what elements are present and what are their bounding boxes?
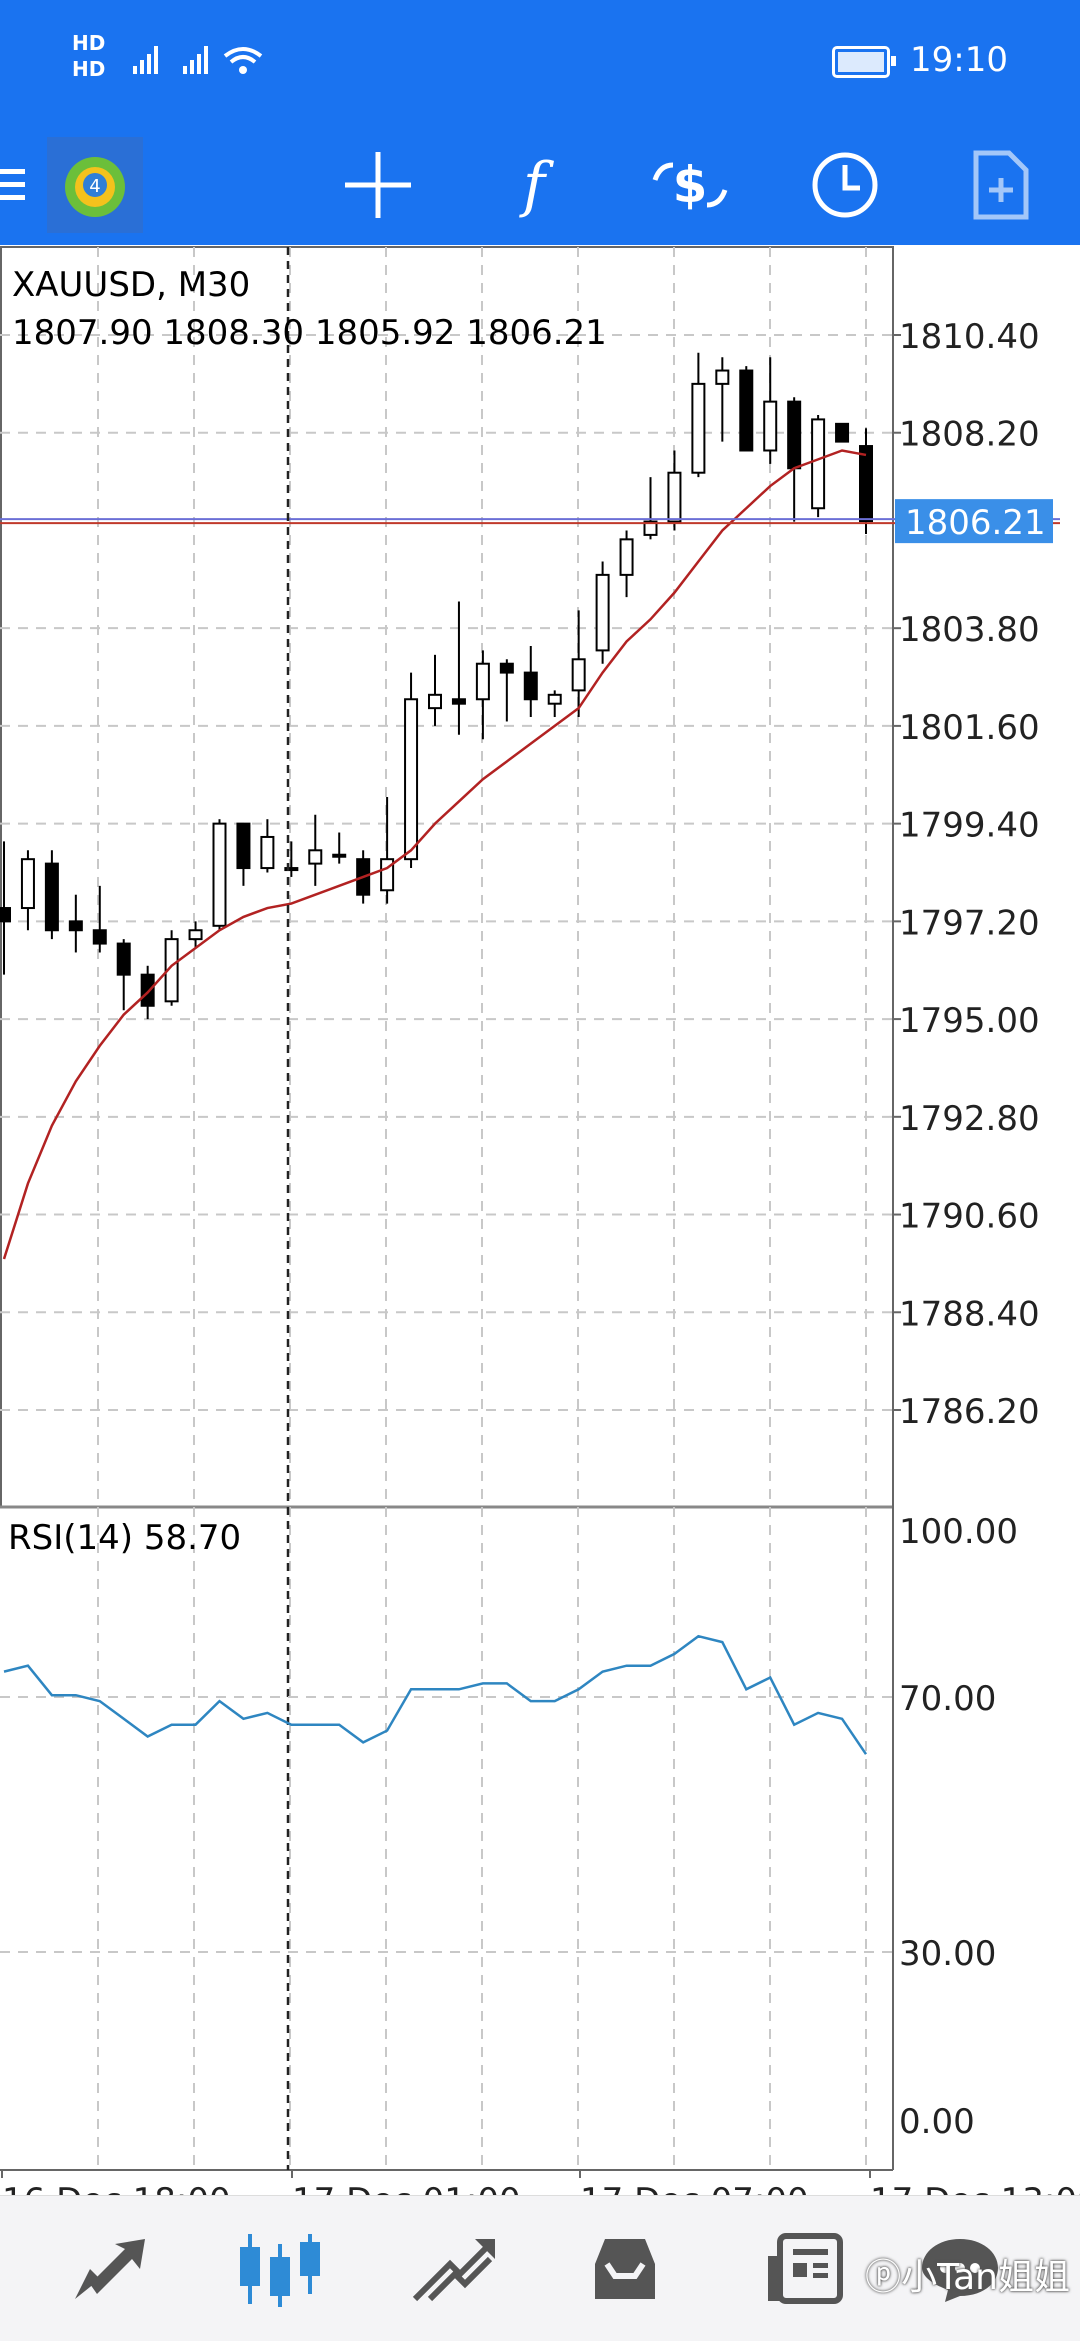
candle: [763, 400, 778, 452]
candle: [0, 907, 11, 923]
candle: [116, 942, 131, 976]
price-axis-label: 1810.40: [899, 317, 1040, 357]
watermark: ⓟ小Tan姐姐: [865, 2257, 1070, 2298]
price-axis-label: 1799.40: [899, 806, 1040, 846]
candle: [715, 369, 730, 385]
rsi-label: RSI(14) 58.70: [8, 1518, 242, 1558]
price-axis-label: 1801.60: [899, 708, 1040, 748]
candle: [523, 671, 538, 701]
trade-icon[interactable]: [395, 2196, 515, 2341]
candle: [332, 853, 347, 858]
current-price-tag: [895, 499, 1053, 544]
time-axis-label: 17 Dec 01:00: [292, 2181, 521, 2195]
candle: [404, 698, 419, 861]
top-toolbar: 4 f $: [0, 125, 1080, 245]
price-axis-label: 1795.00: [899, 1001, 1040, 1041]
candle: [188, 929, 203, 941]
candle: [284, 867, 299, 872]
svg-text:f: f: [519, 150, 555, 220]
menu-icon[interactable]: [0, 125, 60, 245]
candle: [787, 400, 802, 470]
price-chart[interactable]: 1810.40 1808.20 1803.80 1801.60 1799.40 1797.…: [0, 245, 1080, 2195]
candle: [164, 938, 179, 1003]
candle: [571, 658, 586, 692]
history-icon[interactable]: [565, 2196, 685, 2341]
time-axis-label: 17 Dec 07:00: [580, 2181, 809, 2195]
candle: [475, 662, 490, 701]
candle: [308, 849, 323, 865]
svg-text:4: 4: [89, 176, 100, 197]
bottom-navigation: [0, 2195, 1080, 2341]
clock-icon[interactable]: [795, 125, 895, 245]
signal-icons: [125, 40, 295, 87]
hd2-label: HD: [72, 57, 106, 81]
rsi-line: [3, 1634, 868, 1755]
quotes-icon[interactable]: [50, 2196, 170, 2341]
candle: [859, 445, 873, 523]
candle: [811, 418, 826, 510]
price-axis-label: 1786.20: [899, 1392, 1040, 1432]
candle: [428, 693, 442, 710]
price-axis-label: 1788.40: [899, 1294, 1040, 1334]
candle: [92, 929, 107, 945]
time-axis-label: 16 Dec 18:00: [2, 2181, 231, 2195]
status-bar: HD HD 19:10: [0, 0, 1080, 125]
candle: [547, 693, 562, 705]
candle: [739, 369, 754, 452]
messages-icon[interactable]: [900, 2196, 1020, 2341]
rsi-axis-label: 70.00: [899, 1679, 996, 1719]
candle: [499, 662, 514, 674]
svg-text:$: $: [673, 156, 708, 214]
candle: [260, 835, 275, 870]
price-axis-label: 1790.60: [899, 1197, 1040, 1237]
mt4-logo[interactable]: 4: [45, 125, 145, 245]
candle: [140, 973, 155, 1007]
candle: [595, 573, 610, 652]
rsi-axis-label: 30.00: [899, 1934, 996, 1974]
main-panel-frame: [0, 246, 894, 1508]
moving-average-line: [2, 449, 867, 1260]
price-axis-label: 1808.20: [899, 415, 1040, 455]
candle: [619, 538, 634, 576]
chart-icon[interactable]: [220, 2196, 340, 2341]
news-icon[interactable]: [745, 2196, 865, 2341]
candle: [44, 862, 59, 932]
candle: [691, 382, 706, 474]
price-axis-label: 1803.80: [899, 610, 1040, 650]
chart-area[interactable]: 1810.40 1808.20 1803.80 1801.60 1799.40 1797.…: [0, 245, 1080, 2195]
trade-dollar-icon[interactable]: $: [640, 125, 740, 245]
current-price-label: 1806.21: [905, 503, 1046, 543]
chart-symbol: XAUUSD, M30: [12, 265, 251, 305]
candle: [212, 822, 227, 927]
clock-time: 19:10: [910, 40, 1008, 80]
add-document-icon[interactable]: [951, 125, 1051, 245]
candle: [643, 520, 658, 536]
candle: [835, 422, 850, 443]
signal-wifi-icon: [133, 46, 263, 74]
battery-icon: [832, 46, 896, 78]
hd1-label: HD: [72, 31, 106, 55]
price-axis-label: 1792.80: [899, 1099, 1040, 1139]
rsi-axis-label: 100.00: [899, 1512, 1018, 1552]
chart-ohlc: 1807.90 1808.30 1805.92 1806.21: [12, 313, 607, 353]
candle: [236, 822, 251, 870]
rsi-axis-label: 0.00: [899, 2102, 975, 2142]
function-icon[interactable]: f: [484, 125, 584, 245]
candle: [667, 471, 682, 523]
candle: [451, 698, 466, 705]
price-axis-label: 1797.20: [899, 903, 1040, 943]
time-axis-label: 17 Dec 13:00: [870, 2181, 1080, 2195]
crosshair-icon[interactable]: [328, 125, 428, 245]
candle: [20, 858, 35, 910]
hd-indicators: HD HD: [72, 30, 105, 82]
candle: [68, 920, 83, 932]
